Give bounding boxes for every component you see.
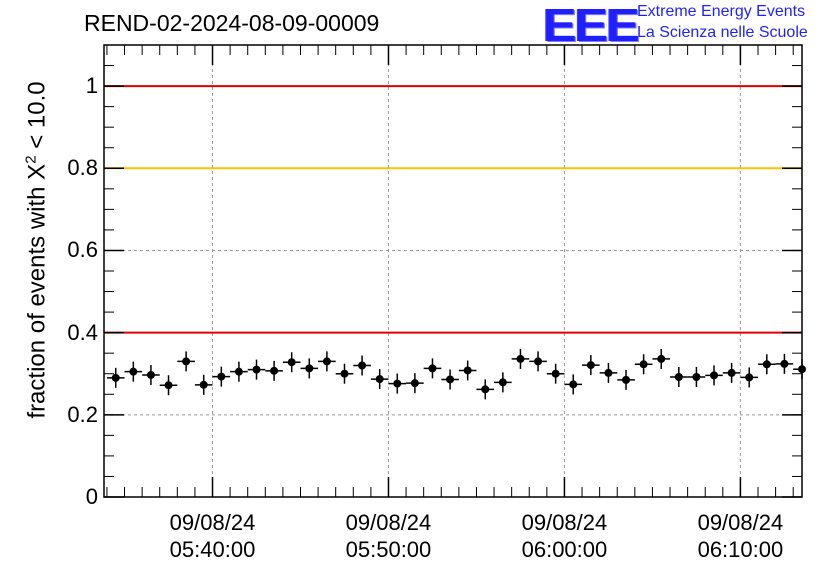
x-tick-label: 09/08/24 05:50:00 <box>318 509 458 563</box>
data-point <box>375 375 384 384</box>
data-point <box>534 357 543 366</box>
data-point <box>569 380 578 389</box>
data-point <box>516 354 525 363</box>
x-tick-time: 06:00:00 <box>521 537 608 562</box>
x-tick-date: 09/08/24 <box>521 510 608 535</box>
plot-frame <box>103 44 803 498</box>
data-point <box>164 381 173 390</box>
data-point <box>551 369 560 378</box>
x-tick-time: 05:50:00 <box>345 537 432 562</box>
data-point <box>322 357 331 366</box>
data-point <box>481 385 490 394</box>
data-point <box>657 354 666 363</box>
data-point <box>146 370 155 379</box>
x-tick-date: 09/08/24 <box>697 510 784 535</box>
y-tick-label: 0.4 <box>67 319 98 345</box>
y-tick-label: 0.2 <box>67 401 98 427</box>
x-tick-date: 09/08/24 <box>169 510 256 535</box>
data-point <box>692 373 701 382</box>
data-point <box>111 373 120 382</box>
y-tick-label: 0.8 <box>67 155 98 181</box>
logo-line-1: Extreme Energy Events <box>637 3 806 20</box>
data-point <box>182 357 191 366</box>
data-point <box>129 367 138 376</box>
data-point <box>358 361 367 370</box>
data-point <box>604 368 613 377</box>
eee-logo: EEE <box>543 0 640 51</box>
y-tick-label: 0.6 <box>67 237 98 263</box>
x-tick-time: 06:10:00 <box>697 537 784 562</box>
data-point <box>252 365 261 374</box>
data-point <box>710 371 719 380</box>
data-point <box>463 366 472 375</box>
x-tick-label: 09/08/24 06:00:00 <box>494 509 634 563</box>
data-point <box>287 358 296 367</box>
x-tick-date: 09/08/24 <box>345 510 432 535</box>
data-point <box>798 365 806 374</box>
data-point <box>780 359 789 368</box>
data-point <box>270 366 279 375</box>
data-point <box>498 378 507 387</box>
data-point <box>446 375 455 384</box>
data-point <box>410 379 419 388</box>
data-point <box>199 380 208 389</box>
x-tick-time: 05:40:00 <box>169 537 256 562</box>
data-point <box>428 364 437 373</box>
x-tick-label: 09/08/24 05:40:00 <box>143 509 283 563</box>
data-point <box>622 375 631 384</box>
data-point <box>639 360 648 369</box>
data-point <box>393 379 402 388</box>
data-point <box>217 372 226 381</box>
data-point <box>234 367 243 376</box>
data-point <box>745 373 754 382</box>
chart-title: REND-02-2024-08-09-00009 <box>84 10 380 36</box>
y-tick-label: 1 <box>85 73 98 99</box>
data-point <box>586 361 595 370</box>
data-point <box>674 373 683 382</box>
data-point <box>305 364 314 373</box>
x-tick-label: 09/08/24 06:10:00 <box>670 509 810 563</box>
data-point <box>340 369 349 378</box>
y-tick-label: 0 <box>85 484 98 509</box>
logo-line-2: La Scienza nelle Scuole <box>637 24 808 41</box>
data-point <box>727 368 736 377</box>
data-point <box>762 360 771 369</box>
